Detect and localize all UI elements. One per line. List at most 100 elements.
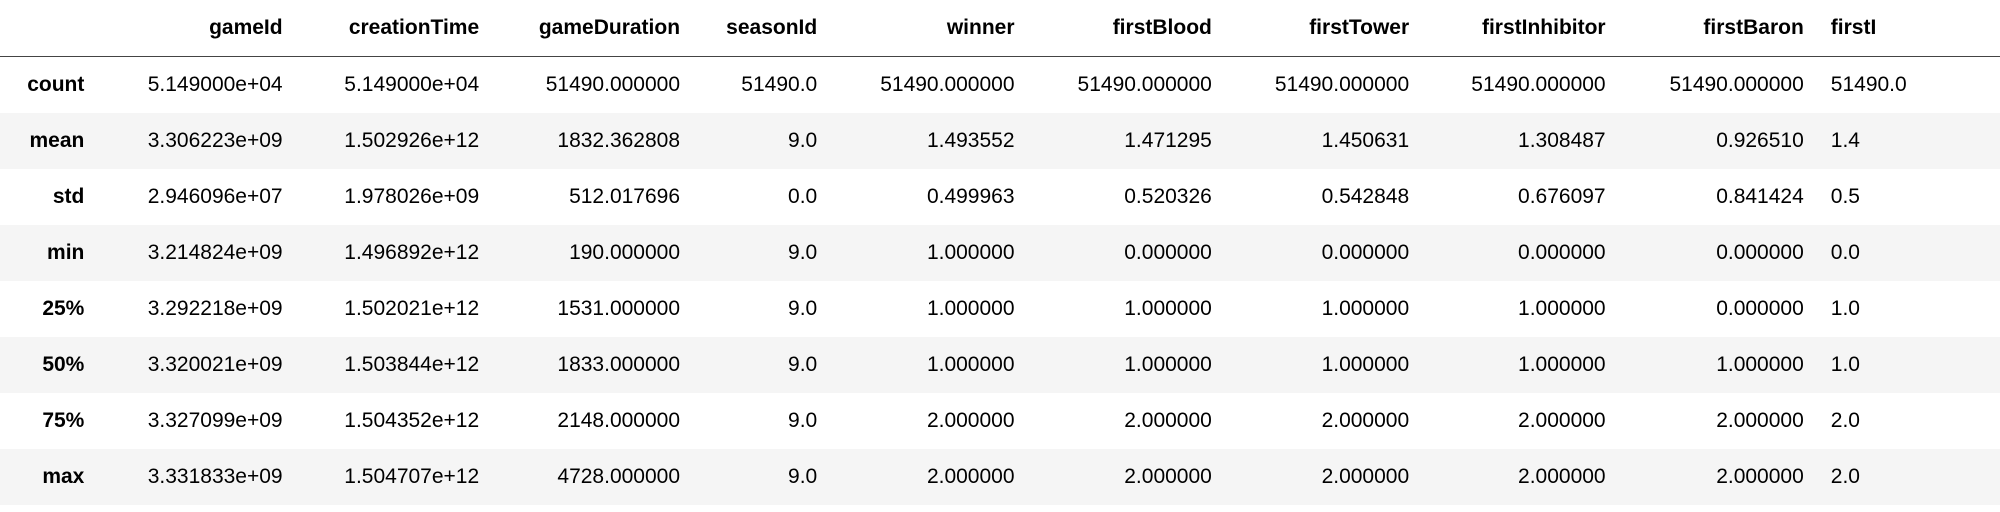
cell: 0.499963 <box>926 184 1015 208</box>
cell: 2.000000 <box>1518 464 1606 488</box>
header-row: gameId creationTime gameDuration seasonId wi… <box>0 0 2000 57</box>
cell: 2.000000 <box>926 464 1015 488</box>
row-label: std <box>52 184 85 208</box>
cell: 3.214824e+09 <box>147 240 283 264</box>
cell: 9.0 <box>788 296 818 320</box>
column-header: firstI <box>1815 0 2000 57</box>
cell: 2.000000 <box>1321 464 1410 488</box>
cell: 2.000000 <box>1124 408 1212 432</box>
table-row: 25% 3.292218e+09 1.502021e+12 1531.000000 9.… <box>0 281 2000 337</box>
cell: 4728.000000 <box>557 464 681 488</box>
cell: 51490.0 <box>741 72 818 96</box>
cell: 1.978026e+09 <box>344 184 480 208</box>
cell: 0.841424 <box>1716 184 1804 208</box>
cell: 1531.000000 <box>557 296 681 320</box>
cell: 1.000000 <box>1321 296 1410 320</box>
cell: 2.000000 <box>1518 408 1606 432</box>
cell: 1833.000000 <box>557 352 681 376</box>
cell: 1.000000 <box>926 352 1015 376</box>
cell: 1.493552 <box>926 128 1015 152</box>
cell: 3.306223e+09 <box>147 128 283 152</box>
cell: 3.320021e+09 <box>147 352 283 376</box>
row-label: 25% <box>42 296 85 320</box>
cell: 1.502021e+12 <box>344 296 480 320</box>
cell: 51490.000000 <box>1471 72 1606 96</box>
cell: 0.926510 <box>1716 128 1804 152</box>
column-header: gameId <box>96 0 295 57</box>
cell: 1.0 <box>1830 352 1860 376</box>
table-row: std 2.946096e+07 1.978026e+09 512.017696 0.0… <box>0 169 2000 225</box>
table-header: gameId creationTime gameDuration seasonId wi… <box>0 0 2000 57</box>
cell: 3.292218e+09 <box>147 296 283 320</box>
cell: 0.000000 <box>1518 240 1606 264</box>
cell: 0.520326 <box>1124 184 1212 208</box>
cell: 1.4 <box>1830 128 1860 152</box>
table-row: mean 3.306223e+09 1.502926e+12 1832.362808 9… <box>0 112 2000 169</box>
cell: 0.0 <box>1830 240 1860 264</box>
cell: 2.000000 <box>926 408 1015 432</box>
cell: 1.471295 <box>1124 128 1212 152</box>
cell: 190.000000 <box>569 240 681 264</box>
cell: 1.503844e+12 <box>344 352 480 376</box>
cell: 0.0 <box>788 184 818 208</box>
row-label: 50% <box>42 352 85 376</box>
cell: 1.000000 <box>1518 352 1606 376</box>
cell: 1.000000 <box>1321 352 1410 376</box>
column-header: winner <box>829 0 1027 57</box>
cell: 1.000000 <box>926 240 1015 264</box>
cell: 2148.000000 <box>557 408 681 432</box>
cell: 9.0 <box>788 464 818 488</box>
cell: 5.149000e+04 <box>344 72 480 96</box>
cell: 0.000000 <box>1716 240 1804 264</box>
cell: 1.504707e+12 <box>344 464 480 488</box>
cell: 51490.0 <box>1830 72 1907 96</box>
column-header: gameDuration <box>491 0 693 57</box>
row-label: min <box>47 240 85 264</box>
row-label: count <box>27 72 85 96</box>
table-row: 50% 3.320021e+09 1.503844e+12 1833.000000 9.… <box>0 336 2000 393</box>
cell: 0.000000 <box>1124 240 1212 264</box>
cell: 2.000000 <box>1124 464 1212 488</box>
cell: 5.149000e+04 <box>147 72 283 96</box>
table-row: 75% 3.327099e+09 1.504352e+12 2148.000000 9.… <box>0 393 2000 449</box>
cell: 9.0 <box>788 128 818 152</box>
table-row: max 3.331833e+09 1.504707e+12 4728.000000 9.… <box>0 448 2000 505</box>
cell: 1.000000 <box>1124 296 1212 320</box>
cell: 1.000000 <box>1518 296 1606 320</box>
column-header <box>0 0 97 57</box>
table-row: min 3.214824e+09 1.496892e+12 190.000000 9.0… <box>0 224 2000 281</box>
cell: 0.542848 <box>1321 184 1410 208</box>
row-label: 75% <box>42 408 85 432</box>
column-header: firstInhibitor <box>1421 0 1618 57</box>
cell: 1.000000 <box>1716 352 1804 376</box>
cell: 1.496892e+12 <box>344 240 480 264</box>
cell: 2.0 <box>1830 408 1860 432</box>
cell: 2.946096e+07 <box>147 184 283 208</box>
cell: 1.450631 <box>1321 128 1410 152</box>
cell: 3.327099e+09 <box>147 408 283 432</box>
cell: 0.000000 <box>1321 240 1410 264</box>
table-row: count 5.149000e+04 5.149000e+04 51490.00000… <box>0 57 2000 113</box>
cell: 51490.000000 <box>1077 72 1212 96</box>
cell: 9.0 <box>788 408 818 432</box>
cell: 2.0 <box>1830 464 1860 488</box>
cell: 0.5 <box>1830 184 1860 208</box>
cell: 2.000000 <box>1321 408 1410 432</box>
cell: 51490.000000 <box>545 72 681 96</box>
cell: 1.000000 <box>926 296 1015 320</box>
column-header: firstTower <box>1223 0 1422 57</box>
column-header: creationTime <box>294 0 492 57</box>
row-label: mean <box>29 128 85 152</box>
column-header: firstBlood <box>1026 0 1224 57</box>
row-label: max <box>42 464 85 488</box>
cell: 9.0 <box>788 352 818 376</box>
cell: 51490.000000 <box>1274 72 1410 96</box>
table-body: count 5.149000e+04 5.149000e+04 51490.00000… <box>0 57 2000 505</box>
column-header: firstBaron <box>1617 0 1816 57</box>
cell: 2.000000 <box>1716 408 1804 432</box>
cell: 1.504352e+12 <box>344 408 480 432</box>
cell: 1.000000 <box>1124 352 1212 376</box>
cell: 51490.000000 <box>1669 72 1804 96</box>
